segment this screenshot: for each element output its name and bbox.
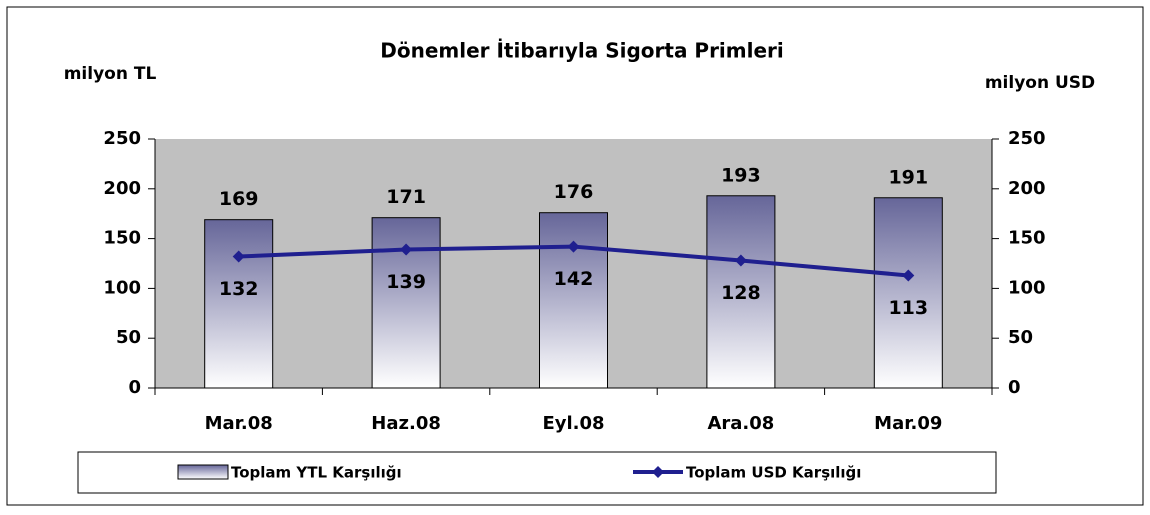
y2-tick-label: 100 bbox=[1008, 277, 1046, 298]
bar bbox=[706, 195, 776, 389]
line-marker bbox=[567, 240, 580, 253]
x-tick-label: Eyl.08 bbox=[542, 413, 604, 434]
legend-marker bbox=[652, 466, 664, 478]
bar bbox=[539, 212, 608, 389]
y-tick-label: 50 bbox=[116, 327, 141, 348]
legend-label: Toplam USD Karşılığı bbox=[686, 464, 861, 482]
bar-value-label: 191 bbox=[888, 166, 928, 188]
chart-title: Dönemler İtibarıyla Sigorta Primleri bbox=[380, 39, 784, 63]
y-tick-label: 0 bbox=[128, 377, 141, 398]
legend-swatch bbox=[177, 464, 229, 480]
line-value-label: 139 bbox=[386, 271, 426, 293]
bar bbox=[873, 197, 943, 389]
bar-value-label: 193 bbox=[721, 164, 761, 186]
x-tick-label: Ara.08 bbox=[707, 413, 774, 434]
y-tick-label: 200 bbox=[103, 178, 141, 199]
y2-tick-label: 150 bbox=[1008, 228, 1046, 249]
y2-tick-label: 50 bbox=[1008, 327, 1033, 348]
line-value-label: 142 bbox=[554, 268, 594, 290]
line-value-label: 113 bbox=[888, 297, 928, 319]
bar bbox=[371, 217, 441, 389]
y2-tick-label: 250 bbox=[1008, 128, 1046, 149]
bar-value-label: 176 bbox=[554, 181, 594, 203]
y-axis-title: milyon TL bbox=[64, 64, 157, 84]
line-marker bbox=[400, 243, 413, 256]
legend-label: Toplam YTL Karşılığı bbox=[231, 464, 402, 482]
bar-value-label: 169 bbox=[219, 188, 259, 210]
bar-value-label: 171 bbox=[386, 186, 426, 208]
y-tick-label: 150 bbox=[103, 228, 141, 249]
y-tick-label: 250 bbox=[103, 128, 141, 149]
line-value-label: 128 bbox=[721, 282, 761, 304]
legend bbox=[77, 451, 997, 494]
line-marker bbox=[232, 250, 245, 263]
y2-tick-label: 0 bbox=[1008, 377, 1021, 398]
x-tick-label: Haz.08 bbox=[371, 413, 441, 434]
y2-tick-label: 200 bbox=[1008, 178, 1046, 199]
y2-axis-title: milyon USD bbox=[985, 73, 1095, 93]
y-tick-label: 100 bbox=[103, 277, 141, 298]
x-tick-label: Mar.09 bbox=[874, 413, 942, 434]
line-value-label: 132 bbox=[219, 278, 259, 300]
bar bbox=[204, 219, 274, 389]
x-tick-label: Mar.08 bbox=[205, 413, 273, 434]
line-marker bbox=[902, 269, 915, 282]
line-marker bbox=[734, 254, 747, 267]
